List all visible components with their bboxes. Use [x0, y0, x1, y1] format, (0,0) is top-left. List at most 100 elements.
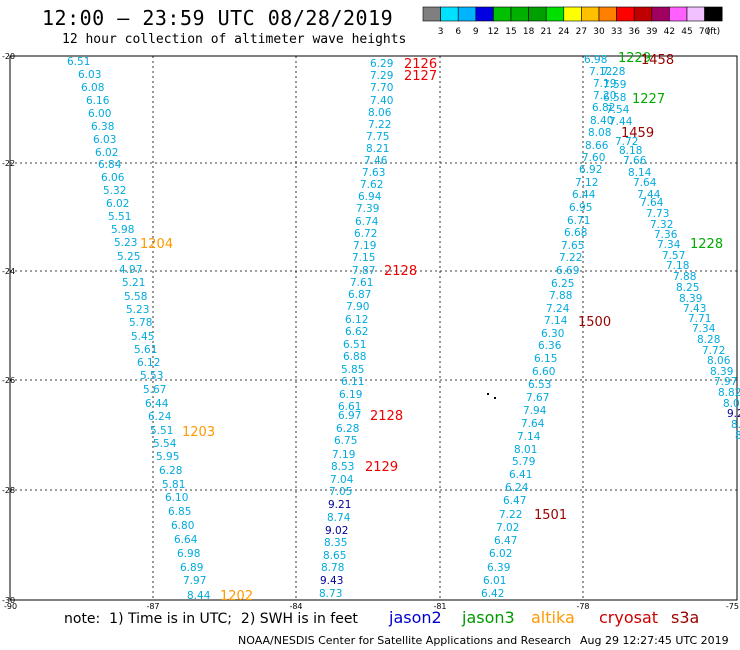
wave-height-value: 4.97: [119, 264, 142, 276]
wave-height-value: 6.97: [338, 410, 361, 422]
wave-height-value: 9.21: [328, 499, 351, 511]
colorbar-tick-label: 12: [488, 27, 499, 37]
colorbar-tick-label: 9: [473, 27, 479, 37]
wave-height-value: 7.18: [666, 260, 689, 272]
wave-height-value: 6.36: [538, 340, 562, 352]
altimeter-track: 6.516.036.086.166.006.386.036.026.846.06…: [67, 56, 211, 602]
wave-height-value: 7.34: [692, 323, 716, 335]
wave-height-value: 7.64: [633, 177, 657, 189]
wave-height-value: 6.98: [584, 54, 607, 66]
pass-time-label: 1458: [641, 53, 674, 68]
wave-height-value: 6.24: [148, 411, 172, 423]
wave-height-value: 7.64: [640, 197, 664, 209]
pass-time-label: 1204: [140, 237, 173, 252]
wave-height-value: 8.73: [319, 588, 342, 600]
wave-height-value: 9.2: [727, 408, 740, 420]
page-title: 12:00 – 23:59 UTC 08/28/2019: [42, 6, 394, 30]
wave-height-value: 6.53: [528, 379, 551, 391]
wave-height-value: 6.03: [78, 69, 101, 81]
wave-height-value: 8.7: [731, 419, 740, 431]
satellite-name-jason3: jason3: [462, 608, 515, 627]
altimeter-track: 6.426.016.396.026.477.027.226.476.246.41…: [481, 54, 616, 600]
wave-height-value: 7.15: [352, 252, 375, 264]
colorbar-tick-label: 33: [611, 27, 622, 37]
generated-timestamp: Aug 29 12:27:45 UTC 2019: [580, 634, 729, 647]
wave-height-value: 6.01: [483, 575, 506, 587]
satellite-name-cryosat: cryosat: [599, 608, 659, 627]
colorbar-tick-label: 30: [593, 27, 605, 37]
wave-height-value: 6.87: [348, 289, 371, 301]
wave-height-value: 5.54: [153, 438, 177, 450]
wave-height-value: 7.87: [352, 265, 375, 277]
wave-height-value: 6.19: [339, 389, 362, 401]
wave-height-value: 6.30: [541, 328, 564, 340]
altimeter-track: 6.297.297.707.408.067.227.758.217.467.63…: [319, 58, 393, 600]
wave-height-value: 6.39: [487, 562, 510, 574]
wave-height-value: 6.71: [567, 215, 590, 227]
wave-height-value: 6.85: [168, 506, 191, 518]
latitude-label: -30: [2, 596, 15, 605]
wave-height-value: 6.89: [180, 562, 203, 574]
wave-height-value: 8.65: [323, 550, 346, 562]
wave-height-value: 7.22: [368, 119, 391, 131]
wave-height-value: 6.12: [137, 357, 160, 369]
wave-height-value: 7.04: [330, 474, 354, 486]
wave-height-value: 6.80: [171, 520, 194, 532]
wave-height-value: 7.34: [657, 239, 681, 251]
wave-height-value: 6.28: [159, 465, 182, 477]
wave-height-value: 5.98: [111, 224, 134, 236]
longitude-label: -87: [146, 602, 159, 611]
pass-time-label: 1501: [534, 508, 567, 523]
wave-height-value: 8.53: [331, 461, 354, 473]
wave-height-value: 6.75: [334, 435, 357, 447]
wave-height-value: 7.66: [623, 155, 647, 167]
wave-height-value: 6.08: [81, 82, 104, 94]
wave-height-value: 5.51: [150, 425, 173, 437]
longitude-label: -81: [433, 602, 446, 611]
satellite-name-altika: altika: [531, 608, 575, 627]
wave-height-value: 5.32: [103, 185, 126, 197]
pass-time-label: 2127: [404, 69, 437, 84]
wave-height-value: 5.85: [341, 364, 364, 376]
colorbar-tick-label: 42: [664, 27, 675, 37]
wave-height-value: 6.47: [503, 495, 526, 507]
wave-height-value: 6.84: [98, 159, 122, 171]
latitude-label: -28: [2, 486, 15, 495]
wave-height-value: 7.54: [606, 104, 630, 116]
wave-height-value: 6.92: [579, 164, 602, 176]
wave-height-value: 7.61: [350, 277, 373, 289]
wave-height-value: 8.39: [679, 293, 702, 305]
wave-height-value: 6.44: [572, 189, 596, 201]
wave-height-value: 6.12: [345, 314, 368, 326]
colorbar-tick-label: 27: [576, 27, 587, 37]
colorbar-tick-label: 18: [523, 27, 535, 37]
wave-height-value: 7.43: [683, 303, 706, 315]
wave-height-value: 7.63: [362, 167, 385, 179]
satellite-name-jason2: jason2: [389, 608, 442, 627]
wave-height-value: 5.53: [140, 370, 163, 382]
wave-height-value: 7.57: [662, 250, 685, 262]
pass-time-label: 2126: [404, 57, 437, 72]
colorbar-tick-label: 39: [646, 27, 658, 37]
wave-height-value: 6.44: [145, 398, 169, 410]
colorbar-tick-label: 6: [455, 27, 461, 37]
latitude-label: -24: [2, 267, 15, 276]
wave-height-value: 6.68: [564, 227, 587, 239]
wave-height-value: 8.06: [707, 355, 731, 367]
wave-height-value: 8.25: [676, 282, 699, 294]
wave-height-value: 6.41: [509, 469, 532, 481]
wave-height-value: 7.59: [603, 79, 626, 91]
wave-height-value: 7.88: [673, 271, 696, 283]
latitude-label: -20: [2, 52, 15, 61]
wave-height-value: 7.65: [561, 240, 584, 252]
wave-height-value: 6.29: [370, 58, 393, 70]
pass-time-label: 1228: [690, 237, 723, 252]
wave-height-value: 7.12: [575, 177, 598, 189]
wave-height-value: 7.39: [356, 203, 379, 215]
wave-height-value: 5.67: [143, 384, 166, 396]
wave-height-value: 7.12: [589, 66, 612, 78]
wave-height-value: 6.00: [88, 108, 111, 120]
wave-height-value: 5.23: [126, 304, 149, 316]
wave-height-value: 7.44: [609, 116, 633, 128]
wave-height-value: 6.10: [165, 492, 188, 504]
